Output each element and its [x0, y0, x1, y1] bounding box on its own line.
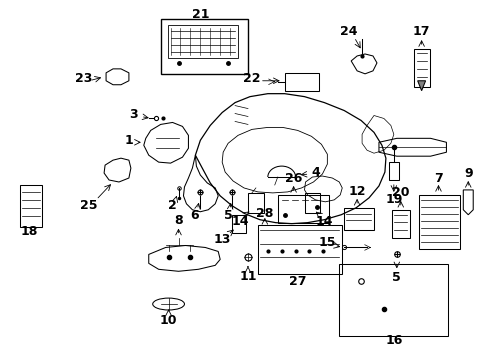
Text: 7: 7	[433, 171, 442, 185]
Text: 5: 5	[392, 271, 400, 284]
Text: 5: 5	[224, 209, 232, 222]
Bar	[344, 208, 373, 230]
Text: 21: 21	[191, 8, 209, 21]
Text: 10: 10	[160, 314, 177, 327]
Text: 2: 2	[168, 199, 177, 212]
Text: 18: 18	[21, 225, 38, 238]
Text: 15: 15	[318, 236, 335, 249]
Text: 11: 11	[239, 270, 256, 283]
Text: 28: 28	[256, 207, 273, 220]
Text: 3: 3	[129, 108, 138, 121]
Text: 14: 14	[231, 215, 248, 228]
Text: 17: 17	[412, 24, 429, 38]
Bar	[247, 193, 264, 213]
Text: 24: 24	[340, 24, 357, 38]
Bar	[232, 215, 245, 233]
Bar	[418, 195, 459, 249]
Bar	[20, 185, 41, 227]
Bar	[413, 49, 428, 87]
Text: 16: 16	[385, 334, 402, 347]
Text: 19: 19	[385, 193, 402, 206]
Text: 4: 4	[310, 166, 319, 179]
Text: 12: 12	[347, 185, 365, 198]
Bar	[257, 225, 342, 274]
Bar	[304, 193, 320, 213]
Text: 8: 8	[174, 214, 183, 227]
Text: 14: 14	[315, 215, 332, 228]
Bar	[339, 264, 447, 336]
Text: 9: 9	[463, 167, 471, 180]
Bar	[277, 195, 328, 223]
Bar	[391, 210, 409, 238]
Text: 20: 20	[391, 186, 408, 199]
Text: 27: 27	[288, 275, 305, 288]
Polygon shape	[417, 81, 425, 91]
Text: 25: 25	[81, 199, 98, 212]
Bar	[388, 162, 398, 180]
Text: 6: 6	[190, 209, 198, 222]
Bar	[161, 19, 247, 74]
Text: 13: 13	[213, 233, 230, 246]
Text: 26: 26	[285, 171, 302, 185]
Text: 1: 1	[124, 134, 133, 147]
Text: 22: 22	[243, 72, 260, 85]
Text: 23: 23	[74, 72, 92, 85]
Bar	[284, 73, 319, 91]
